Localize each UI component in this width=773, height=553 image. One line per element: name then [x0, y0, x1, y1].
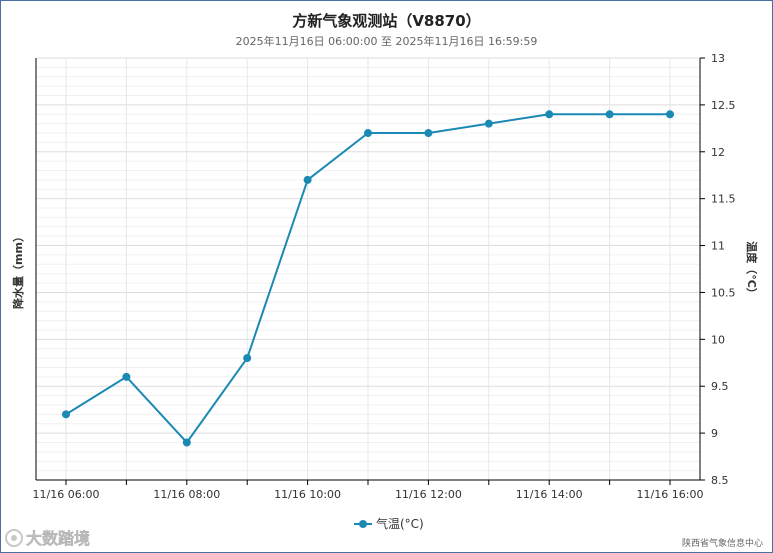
watermark-logo-text: 大数踏境	[26, 529, 90, 548]
legend-label: 气温(°C)	[376, 516, 424, 531]
data-point	[545, 110, 554, 119]
data-point	[122, 372, 131, 381]
data-point	[182, 438, 191, 447]
legend-marker-icon	[359, 520, 367, 528]
x-tick-label: 11/16 06:00	[33, 488, 100, 501]
y-tick-label: 13	[711, 52, 725, 65]
x-tick-label: 11/16 08:00	[153, 488, 220, 501]
y-axis-label-right: 温度（°C）	[745, 241, 759, 299]
x-tick-label: 11/16 10:00	[274, 488, 341, 501]
y-tick-label: 9	[711, 427, 718, 440]
y-tick-label: 8.5	[711, 474, 729, 487]
watermark-logo: 大数踏境	[5, 529, 90, 548]
data-point	[666, 110, 674, 119]
y-tick-label: 9.5	[711, 380, 729, 393]
y-axis-ticks: 8.5 9 9.5 10 10.5 11 11.5 12 12.5 13	[700, 52, 736, 487]
x-axis-ticks: 11/16 06:00 11/16 08:00 11/16 10:00 11/16 1…	[33, 480, 704, 501]
series-group	[62, 110, 674, 447]
data-point	[303, 175, 312, 184]
legend[interactable]: 气温(°C)	[354, 516, 424, 531]
data-point	[62, 410, 70, 419]
x-tick-label: 11/16 16:00	[637, 488, 704, 501]
y-tick-label: 10	[711, 333, 725, 346]
y-tick-label: 11.5	[711, 193, 736, 206]
x-tick-label: 11/16 14:00	[516, 488, 583, 501]
y-tick-label: 10.5	[711, 286, 736, 299]
data-point	[424, 129, 433, 138]
chart-subtitle: 2025年11月16日 06:00:00 至 2025年11月16日 16:59…	[235, 35, 538, 48]
y-tick-label: 12	[711, 146, 725, 159]
data-point	[243, 354, 252, 363]
x-tick-label: 11/16 12:00	[395, 488, 462, 501]
y-axis-label-left: 降水量（mm）	[11, 231, 25, 309]
data-point	[364, 129, 372, 138]
chart-title: 方新气象观测站（V8870）	[292, 12, 481, 30]
data-point	[484, 119, 493, 128]
watermark-source: 陕西省气象信息中心	[681, 539, 763, 549]
chart-grid	[36, 57, 700, 481]
data-point	[605, 110, 614, 119]
y-tick-label: 11	[711, 240, 725, 253]
y-tick-label: 12.5	[711, 99, 736, 112]
